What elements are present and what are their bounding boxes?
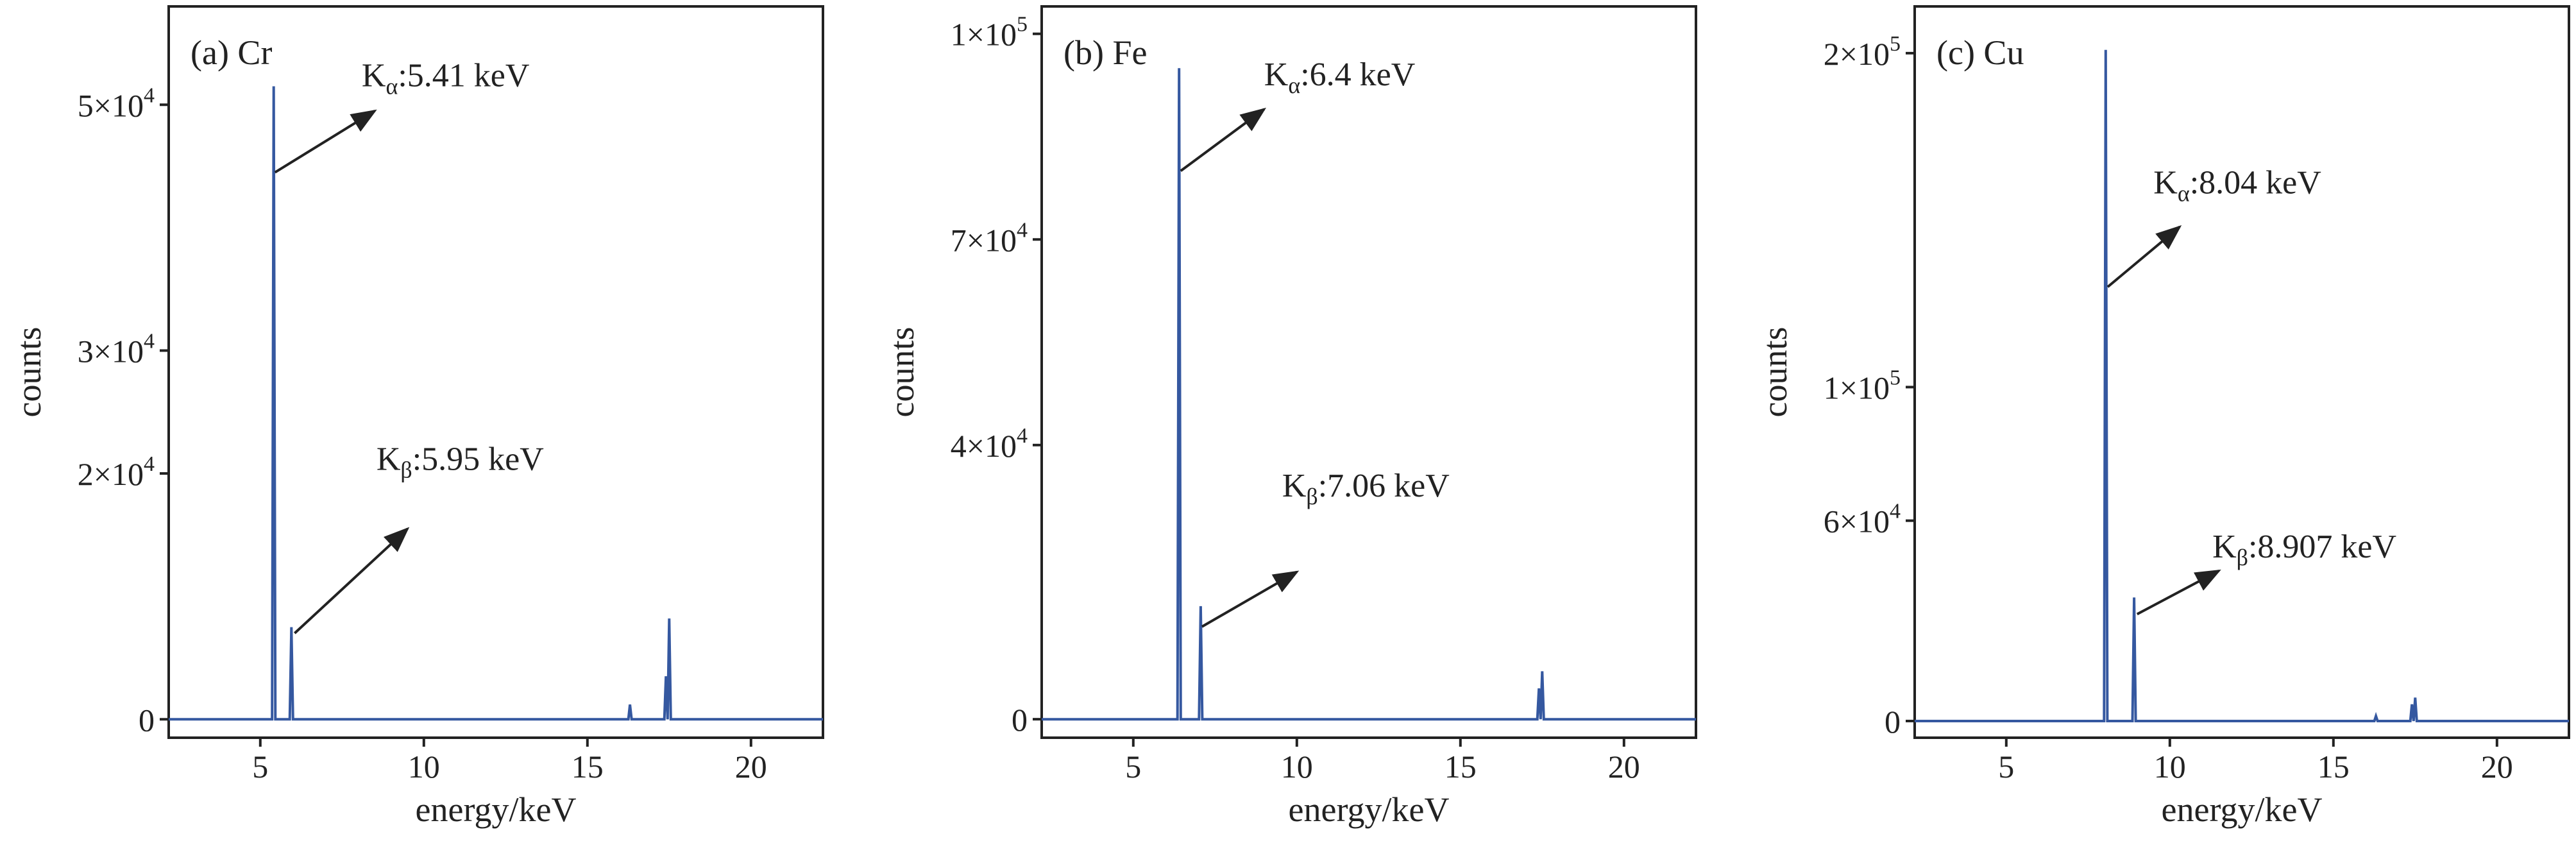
annotation-k: K — [2212, 529, 2237, 565]
annotation-energy: :6.4 keV — [1300, 56, 1415, 93]
x-axis-label: energy/keV — [1289, 790, 1450, 829]
y-tick-label: 2×104 — [78, 452, 155, 492]
y-tick-label: 1×105 — [1824, 366, 1901, 405]
y-axis-label: counts — [1756, 327, 1794, 418]
spectrum-line — [169, 86, 823, 721]
annotation-energy: :5.41 keV — [398, 58, 529, 94]
y-tick-exponent: 4 — [144, 83, 155, 107]
annotation-subscript: α — [2178, 181, 2190, 207]
y-tick-exponent: 4 — [1017, 218, 1028, 242]
y-tick-exponent: 5 — [1890, 366, 1901, 389]
x-tick-label: 15 — [572, 749, 604, 785]
annotation-energy: :5.95 keV — [412, 441, 544, 477]
panel-label: (a) Cr — [191, 33, 272, 72]
annotation-k: K — [1264, 56, 1289, 93]
plot-frame — [1913, 5, 2570, 739]
y-tick-label: 7×104 — [951, 218, 1028, 258]
annotation-subscript: β — [2237, 545, 2248, 570]
y-tick-base: 5×10 — [78, 87, 144, 123]
annotation-arrow — [1180, 107, 1267, 173]
panel-cr: 5 10 15 2002×1043×1045×104energy/keVcounts(… — [10, 5, 824, 829]
annotation-subscript: α — [1288, 72, 1300, 98]
y-tick-base: 0 — [1885, 704, 1901, 740]
y-tick-label: 0 — [1885, 704, 1901, 740]
annotation-energy: :7.06 keV — [1318, 468, 1450, 504]
y-tick-exponent: 5 — [1017, 13, 1028, 37]
x-tick-label: 5 — [1125, 749, 1141, 785]
y-tick-exponent: 4 — [1017, 424, 1028, 448]
y-tick-label: 3×104 — [78, 329, 155, 369]
plot-frame — [167, 5, 824, 739]
x-tick-label: 10 — [2154, 749, 2186, 785]
peak-annotation: Kβ:5.95 keV — [377, 441, 544, 482]
x-tick-label: 10 — [408, 749, 440, 785]
peak-annotation: Kα:8.04 keV — [2153, 165, 2321, 207]
y-tick-base: 2×10 — [78, 456, 144, 492]
annotation-energy: :8.04 keV — [2190, 165, 2321, 201]
y-axis-label: counts — [10, 327, 48, 418]
y-tick-base: 2×10 — [1824, 36, 1890, 72]
plot-frame — [1040, 5, 1697, 739]
annotation-k: K — [1282, 468, 1307, 504]
annotation-arrow — [1201, 570, 1300, 628]
y-tick-base: 0 — [1012, 702, 1028, 738]
annotation-arrow — [2106, 225, 2182, 288]
y-tick-label: 0 — [1012, 702, 1028, 738]
x-tick-label: 5 — [1998, 749, 2014, 785]
peak-annotation: Kβ:8.907 keV — [2212, 529, 2396, 570]
y-tick-base: 0 — [139, 702, 155, 738]
spectrum-line — [1915, 49, 2569, 722]
panel-cu: 5 10 15 2006×1041×1052×105energy/keVcounts(… — [1756, 5, 2570, 829]
panel-label: (b) Fe — [1063, 33, 1147, 72]
annotation-arrow — [2136, 569, 2221, 616]
x-tick-label: 20 — [735, 749, 767, 785]
annotation-k: K — [2153, 165, 2178, 201]
y-tick-label: 5×104 — [78, 83, 155, 123]
x-tick-label: 20 — [1608, 749, 1640, 785]
x-tick-label: 15 — [2318, 749, 2350, 785]
panel-label: (c) Cu — [1936, 33, 2024, 72]
spectrum-line — [1042, 68, 1696, 721]
y-tick-label: 0 — [139, 702, 155, 738]
y-tick-exponent: 4 — [144, 329, 155, 353]
x-tick-label: 10 — [1281, 749, 1313, 785]
annotation-subscript: β — [400, 457, 412, 482]
panel-fe: 5 10 15 2004×1047×1041×105energy/keVcounts(… — [883, 5, 1697, 829]
annotation-k: K — [362, 58, 386, 94]
x-axis-label: energy/keV — [2162, 790, 2323, 829]
y-tick-exponent: 5 — [1890, 32, 1901, 56]
peak-annotation: Kα:6.4 keV — [1264, 56, 1416, 98]
y-tick-base: 4×10 — [951, 428, 1017, 464]
annotation-subscript: α — [386, 74, 398, 99]
y-axis-label: counts — [883, 327, 921, 418]
y-tick-base: 6×10 — [1824, 504, 1890, 539]
y-tick-base: 7×10 — [951, 222, 1017, 258]
y-tick-exponent: 4 — [144, 452, 155, 476]
annotation-energy: :8.907 keV — [2248, 529, 2396, 565]
x-tick-label: 15 — [1445, 749, 1477, 785]
y-tick-label: 4×104 — [951, 424, 1028, 464]
peak-annotation: Kα:5.41 keV — [362, 58, 530, 99]
y-tick-label: 1×105 — [951, 13, 1028, 53]
peak-annotation: Kβ:7.06 keV — [1282, 468, 1450, 509]
y-tick-base: 1×10 — [1824, 370, 1890, 405]
y-tick-exponent: 4 — [1890, 500, 1901, 523]
annotation-k: K — [377, 441, 401, 477]
annotation-arrow — [293, 527, 410, 634]
y-tick-base: 3×10 — [78, 333, 144, 369]
y-tick-label: 6×104 — [1824, 500, 1901, 539]
annotation-subscript: β — [1306, 484, 1318, 509]
y-tick-label: 2×105 — [1824, 32, 1901, 72]
x-tick-label: 5 — [252, 749, 268, 785]
x-axis-label: energy/keV — [416, 790, 577, 829]
x-tick-label: 20 — [2481, 749, 2513, 785]
annotation-arrow — [274, 109, 377, 174]
y-tick-base: 1×10 — [951, 17, 1017, 53]
